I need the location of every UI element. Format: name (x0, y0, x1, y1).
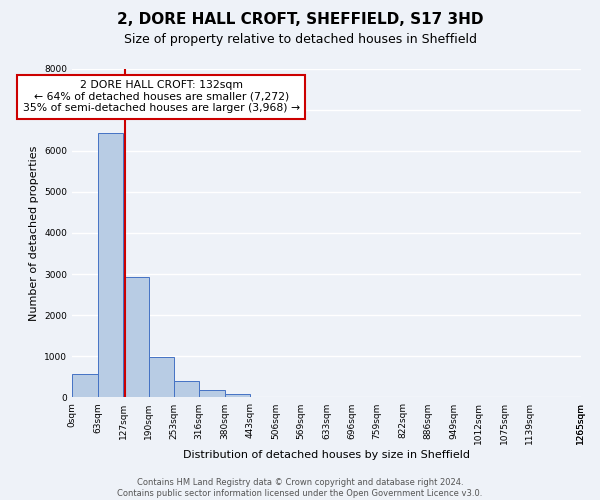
Bar (199, 390, 225, 398)
Y-axis label: Number of detached properties: Number of detached properties (29, 146, 39, 320)
Text: Size of property relative to detached houses in Sheffield: Size of property relative to detached ho… (124, 32, 476, 46)
Bar (149, 357, 174, 398)
Text: Contains HM Land Registry data © Crown copyright and database right 2024.
Contai: Contains HM Land Registry data © Crown c… (118, 478, 482, 498)
Text: 2, DORE HALL CROFT, SHEFFIELD, S17 3HD: 2, DORE HALL CROFT, SHEFFIELD, S17 3HD (117, 12, 483, 28)
Bar (225, 394, 250, 398)
Bar (98, 134, 123, 398)
Bar (72, 374, 98, 398)
Text: 2 DORE HALL CROFT: 132sqm
← 64% of detached houses are smaller (7,272)
35% of se: 2 DORE HALL CROFT: 132sqm ← 64% of detac… (23, 80, 300, 113)
Bar (174, 382, 199, 398)
X-axis label: Distribution of detached houses by size in Sheffield: Distribution of detached houses by size … (183, 450, 470, 460)
Bar (123, 276, 149, 398)
